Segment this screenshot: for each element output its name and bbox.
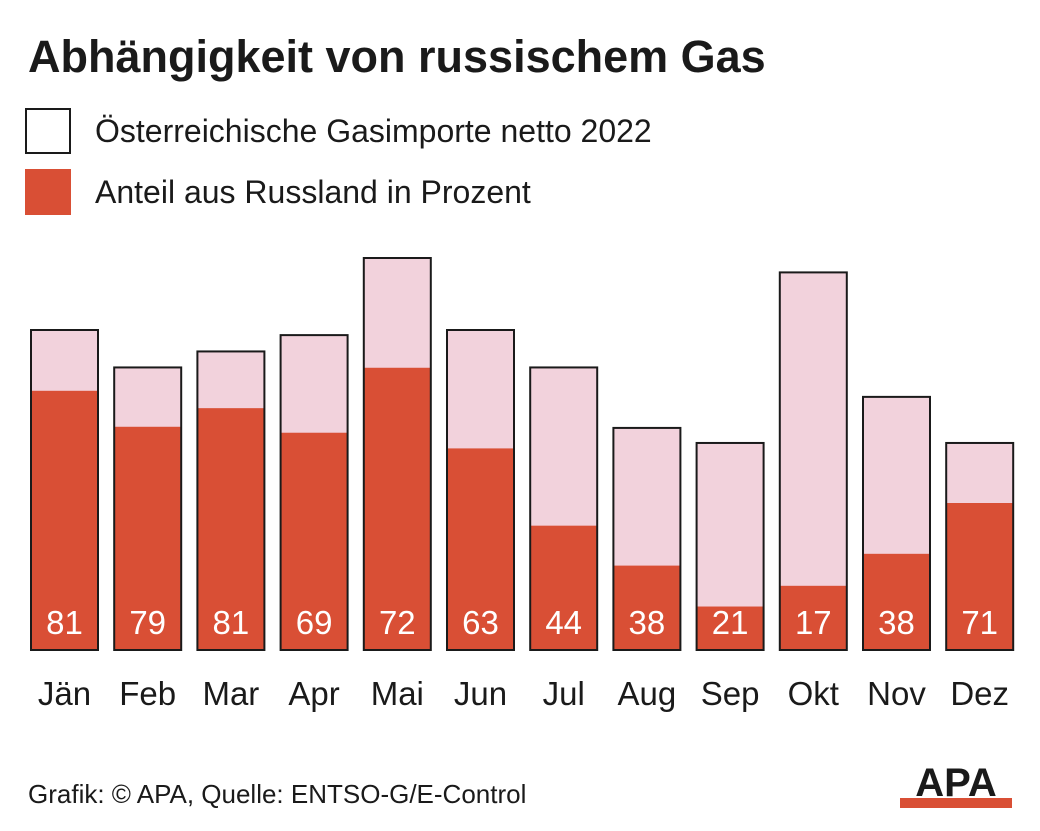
bar-group-3: 69 Apr — [279, 334, 349, 712]
bar-group-8: 21 Sep — [695, 441, 765, 712]
bar-outline-2 — [196, 350, 266, 651]
legend-swatch-russia-share — [25, 169, 71, 215]
bar-russia-share-4 — [363, 367, 431, 650]
data-label-9: 17 — [795, 604, 832, 641]
bar-outline-8 — [695, 441, 765, 651]
data-label-0: 81 — [46, 604, 83, 641]
bar-russia-share-9 — [779, 585, 847, 650]
legend-item-russia-share: Anteil aus Russland in Prozent — [25, 169, 531, 215]
x-tick-label-6: Jul — [543, 675, 585, 712]
x-tick-label-1: Feb — [119, 675, 176, 712]
bar-russia-share-1 — [114, 426, 182, 650]
bar-russia-share-5 — [447, 448, 514, 650]
bar-group-1: 79 Feb — [113, 366, 183, 712]
bar-russia-share-3 — [280, 432, 348, 650]
x-tick-label-10: Nov — [867, 675, 926, 712]
bar-group-11: 71 Dez — [945, 441, 1015, 712]
bar-russia-share-0 — [31, 390, 98, 650]
bar-russia-share-10 — [863, 553, 930, 650]
bar-outline-7 — [612, 426, 682, 651]
bar-russia-share-8 — [696, 606, 764, 650]
chart-title: Abhängigkeit von russischem Gas — [28, 31, 766, 82]
bar-group-5: 63 Jun — [446, 329, 515, 712]
bar-group-7: 38 Aug — [612, 426, 682, 712]
x-tick-label-2: Mar — [202, 675, 259, 712]
bar-outline-10 — [862, 395, 931, 651]
bar-chart: 81 Jän 79 Feb 81 Mar 69 Apr 72 Mai 63 Jun 44 Jul 38 Aug… — [30, 257, 1015, 712]
data-label-4: 72 — [379, 604, 416, 641]
bar-group-0: 81 Jän — [30, 329, 99, 712]
x-tick-label-5: Jun — [454, 675, 507, 712]
bar-group-2: 81 Mar — [196, 350, 266, 712]
data-label-5: 63 — [462, 604, 499, 641]
x-tick-label-9: Okt — [788, 675, 839, 712]
bar-russia-share-11 — [946, 503, 1014, 650]
data-label-7: 38 — [629, 604, 666, 641]
legend-label-russia-share: Anteil aus Russland in Prozent — [95, 174, 531, 210]
bar-group-4: 72 Mai — [362, 257, 432, 712]
legend-swatch-imports — [25, 108, 71, 154]
source-credit: Grafik: © APA, Quelle: ENTSO-G/E-Control — [28, 779, 527, 809]
bar-outline-5 — [446, 329, 515, 651]
data-label-1: 79 — [129, 604, 166, 641]
bar-russia-share-7 — [613, 565, 681, 650]
data-label-10: 38 — [878, 604, 915, 641]
legend-item-imports: Österreichische Gasimporte netto 2022 — [25, 108, 652, 154]
bar-group-9: 17 Okt — [778, 271, 848, 712]
bar-group-10: 38 Nov — [862, 395, 931, 712]
x-tick-label-3: Apr — [288, 675, 339, 712]
x-tick-label-4: Mai — [371, 675, 424, 712]
x-tick-label-7: Aug — [618, 675, 677, 712]
data-label-11: 71 — [961, 604, 998, 641]
logo-bar — [900, 798, 1012, 808]
bar-outline-11 — [945, 441, 1015, 651]
bar-outline-4 — [362, 257, 432, 651]
data-label-8: 21 — [712, 604, 749, 641]
bar-outline-3 — [279, 334, 349, 652]
data-label-6: 44 — [545, 604, 582, 641]
bar-russia-share-6 — [530, 525, 598, 650]
legend-label-imports: Österreichische Gasimporte netto 2022 — [95, 113, 652, 149]
data-label-3: 69 — [296, 604, 333, 641]
x-tick-label-0: Jän — [38, 675, 91, 712]
bar-group-6: 44 Jul — [529, 366, 599, 712]
bar-outline-0 — [30, 329, 99, 651]
bar-outline-6 — [529, 366, 599, 651]
apa-logo: APA — [900, 762, 1012, 808]
x-tick-label-8: Sep — [701, 675, 760, 712]
bar-outline-9 — [778, 271, 848, 652]
data-label-2: 81 — [213, 604, 250, 641]
bar-outline-1 — [113, 366, 183, 651]
x-tick-label-11: Dez — [950, 675, 1009, 712]
bar-russia-share-2 — [197, 408, 265, 650]
logo-text: APA — [915, 762, 996, 805]
